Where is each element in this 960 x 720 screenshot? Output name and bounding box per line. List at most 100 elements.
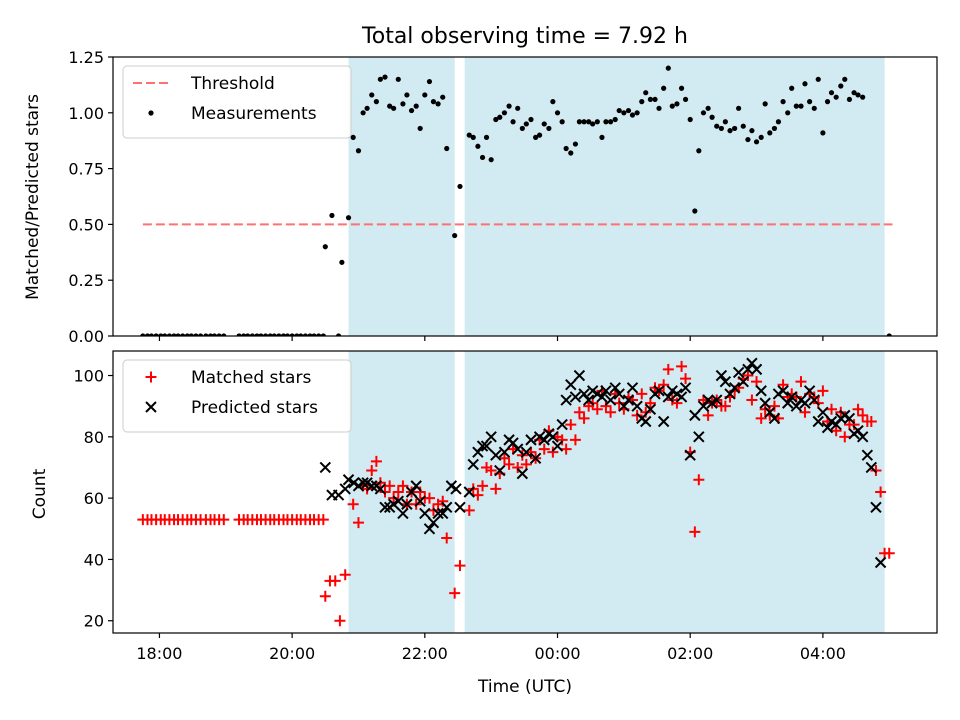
marker-matched-stars-76: [498, 452, 510, 464]
marker-measurements-58: [413, 103, 419, 109]
x-tick-label-3: 00:00: [534, 644, 580, 663]
marker-predicted-stars-52: [560, 394, 572, 406]
plot-area: [137, 357, 895, 627]
marker-predicted-stars-87: [715, 369, 728, 382]
marker-matched-stars-66: [449, 587, 461, 599]
marker-matched-stars-135: [759, 403, 771, 415]
marker-predicted-stars-15: [392, 495, 404, 507]
marker-measurements-3: [153, 333, 159, 336]
marker-measurements-6: [166, 333, 172, 336]
marker-predicted-stars-80: [684, 449, 696, 461]
marker-matched-stars-153: [839, 431, 851, 443]
marker-measurements-1: [144, 333, 151, 336]
marker-measurements-73: [488, 157, 494, 163]
marker-measurements-87: [550, 99, 556, 105]
marker-measurements-76: [501, 110, 508, 116]
marker-matched-stars-115: [671, 397, 683, 409]
marker-matched-stars-109: [644, 397, 656, 409]
marker-measurements-133: [753, 139, 760, 145]
marker-measurements-57: [408, 107, 415, 114]
marker-measurements-69: [470, 134, 476, 140]
marker-measurements-100: [607, 119, 614, 125]
marker-measurements-144: [802, 81, 808, 87]
marker-measurements-156: [855, 92, 861, 98]
marker-measurements-109: [647, 96, 653, 103]
marker-predicted-stars-34: [480, 440, 493, 452]
marker-measurements-16: [211, 333, 218, 336]
marker-measurements-101: [612, 116, 618, 123]
marker-measurements-38: [320, 333, 326, 336]
y-tick-label-4: 100: [73, 367, 104, 386]
marker-measurements-54: [395, 76, 401, 82]
marker-matched-stars-91: [565, 419, 577, 431]
marker-predicted-stars-94: [746, 357, 758, 369]
shaded-span-1: [464, 57, 885, 336]
marker-predicted-stars-109: [812, 415, 824, 428]
marker-predicted-stars-121: [865, 461, 878, 474]
marker-measurements-37: [316, 333, 322, 336]
marker-predicted-stars-31: [467, 458, 479, 471]
marker-predicted-stars-123: [874, 556, 887, 569]
bottom-panel: 20 40 60 80 100 18:00 20:00 22:00 00:00 02:00 04:0…: [73, 350, 938, 663]
marker-measurements-9: [180, 333, 186, 336]
marker-measurements-132: [749, 128, 755, 134]
marker-predicted-stars-82: [693, 431, 705, 443]
marker-measurements-29: [280, 333, 287, 336]
marker-predicted-stars-9: [366, 480, 378, 492]
marker-measurements-10: [184, 333, 190, 336]
marker-measurements-62: [430, 99, 437, 105]
marker-measurements-105: [629, 112, 636, 118]
marker-measurements-52: [387, 103, 393, 109]
x-tick-label-0: 18:00: [136, 644, 182, 663]
marker-measurements-135: [762, 101, 768, 107]
marker-matched-stars-151: [830, 425, 842, 437]
marker-matched-stars-139: [777, 379, 789, 391]
marker-measurements-5: [162, 333, 168, 336]
marker-measurements-14: [203, 333, 209, 336]
marker-matched-stars-102: [613, 397, 625, 409]
marker-matched-stars-70: [472, 489, 484, 501]
marker-measurements-88: [554, 110, 561, 116]
marker-predicted-stars-120: [861, 449, 874, 461]
marker-predicted-stars-110: [817, 406, 829, 419]
marker-measurements-46: [360, 110, 366, 116]
marker-matched-stars-41: [329, 575, 341, 587]
y-tick-label-1: 0.25: [68, 271, 104, 290]
marker-predicted-stars-12: [379, 501, 391, 514]
marker-predicted-stars-24: [432, 507, 444, 520]
marker-measurements-70: [475, 143, 481, 149]
marker-measurements-112: [661, 85, 667, 91]
marker-predicted-stars-26: [441, 501, 453, 514]
legend-handle-measurements: [148, 110, 154, 116]
marker-predicted-stars-116: [843, 412, 856, 425]
marker-predicted-stars-108: [808, 394, 820, 406]
marker-measurements-94: [581, 119, 587, 125]
marker-matched-stars-68: [463, 504, 475, 516]
marker-matched-stars-108: [640, 406, 652, 418]
marker-predicted-stars-65: [618, 400, 630, 412]
marker-matched-stars-122: [702, 409, 714, 421]
marker-matched-stars-93: [573, 406, 585, 418]
marker-measurements-123: [709, 114, 715, 120]
marker-predicted-stars-43: [520, 446, 533, 458]
x-tick-label-1: 20:00: [269, 644, 315, 663]
marker-measurements-34: [302, 333, 308, 336]
marker-predicted-stars-104: [790, 400, 803, 412]
marker-measurements-65: [444, 145, 450, 152]
marker-predicted-stars-18: [405, 486, 418, 498]
marker-measurements-131: [745, 136, 751, 143]
marker-measurements-124: [714, 123, 720, 129]
marker-measurements-47: [364, 105, 370, 111]
marker-predicted-stars-42: [516, 467, 529, 480]
marker-measurements-66: [452, 232, 458, 239]
y-tick-label-2: 60: [84, 489, 104, 508]
marker-measurements-56: [404, 92, 410, 98]
marker-predicted-stars-102: [782, 397, 794, 409]
marker-measurements-36: [311, 333, 317, 336]
top-panel: 0.00 0.25 0.50 0.75 1.00 1.25 Threshold Measure…: [68, 48, 938, 346]
marker-matched-stars-106: [631, 409, 643, 421]
marker-predicted-stars-50: [551, 440, 564, 452]
marker-matched-stars-148: [817, 385, 829, 397]
y-tick-label-0: 20: [84, 612, 104, 631]
